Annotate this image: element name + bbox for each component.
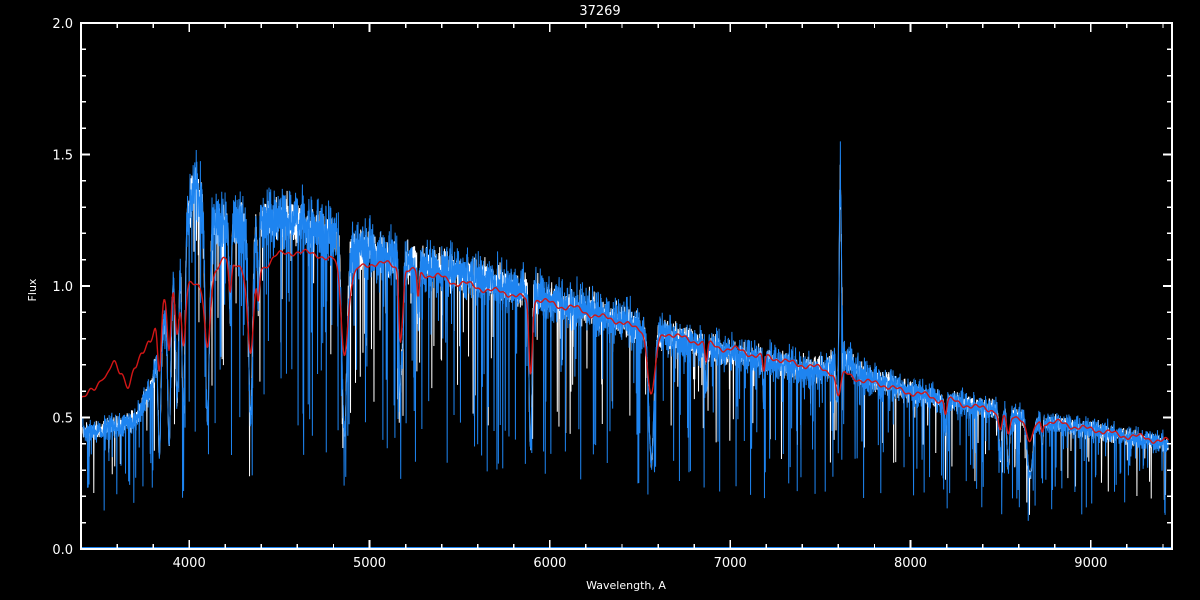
x-tick-label: 8000 xyxy=(894,556,927,571)
y-tick-label: 0.0 xyxy=(52,543,73,558)
x-tick-label: 7000 xyxy=(714,556,747,571)
y-axis-label: Flux xyxy=(26,278,39,301)
x-tick-label: 4000 xyxy=(173,556,206,571)
y-tick-label: 1.0 xyxy=(52,280,73,295)
y-tick-label: 1.5 xyxy=(52,149,73,164)
model-spectrum-series xyxy=(80,248,1169,444)
x-tick-label: 5000 xyxy=(353,556,386,571)
axis-tick-labels: 4000 5000 6000 7000 8000 9000 0.0 0.5 1.0 1.5 2.0 xyxy=(52,17,1107,571)
model-spectrum-line xyxy=(80,248,1169,444)
x-axis-label: Wavelength, A xyxy=(586,579,666,592)
y-tick-label: 0.5 xyxy=(52,412,73,427)
y-tick-label: 2.0 xyxy=(52,17,73,32)
x-tick-label: 9000 xyxy=(1074,556,1107,571)
x-tick-label: 6000 xyxy=(533,556,566,571)
page-title: 37269 xyxy=(579,4,620,19)
plot-axes xyxy=(80,22,1173,550)
